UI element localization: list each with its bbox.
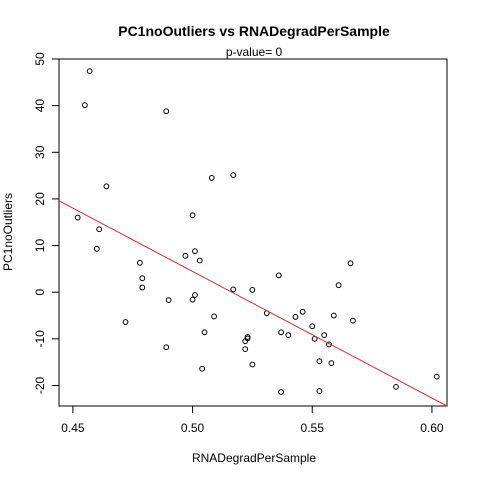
- data-point: [196, 257, 203, 264]
- data-point: [393, 383, 399, 390]
- data-point: [433, 373, 440, 380]
- data-point: [208, 175, 215, 181]
- data-point: [350, 317, 356, 324]
- chart-subtitle: p-value= 0: [226, 45, 283, 59]
- data-point: [163, 108, 170, 115]
- data-point: [139, 275, 146, 282]
- data-point: [242, 346, 249, 352]
- data-point: [103, 183, 110, 190]
- x-tick-label: 0.50: [181, 421, 205, 435]
- y-tick-label: 20: [33, 192, 47, 206]
- x-tick-label: 0.60: [420, 421, 444, 435]
- data-point: [86, 68, 93, 75]
- data-point: [230, 172, 237, 179]
- y-axis-label: PC1noOutliers: [1, 193, 15, 271]
- y-tick-label: -10: [33, 330, 47, 348]
- data-point: [249, 286, 256, 293]
- data-point: [230, 286, 237, 293]
- data-point: [278, 329, 285, 336]
- data-point: [189, 296, 196, 303]
- chart-title: PC1noOutliers vs RNADegradPerSample: [118, 23, 390, 39]
- data-point: [93, 245, 100, 252]
- y-tick-label: 30: [33, 145, 47, 159]
- data-point: [242, 338, 249, 345]
- data-point: [182, 252, 189, 259]
- data-point: [316, 388, 323, 394]
- data-point: [96, 226, 103, 233]
- y-tick-label: 0: [33, 289, 47, 296]
- x-tick-label: 0.45: [61, 421, 85, 435]
- data-point: [211, 313, 218, 320]
- y-tick-label: -20: [33, 376, 47, 394]
- x-tick-label: 0.55: [301, 421, 325, 435]
- data-point: [165, 297, 172, 304]
- data-point: [189, 212, 196, 219]
- regression-line: [58, 200, 448, 407]
- data-point: [278, 389, 285, 395]
- points-layer: [74, 68, 440, 395]
- data-point: [328, 360, 335, 366]
- data-point: [275, 272, 282, 279]
- data-point: [192, 248, 198, 255]
- data-point: [347, 260, 354, 267]
- data-point: [139, 284, 146, 291]
- data-point: [316, 358, 323, 365]
- data-point: [335, 282, 342, 289]
- data-point: [81, 102, 88, 109]
- data-point: [137, 259, 143, 266]
- plot-area-border: [58, 58, 448, 407]
- data-point: [163, 344, 170, 351]
- data-point: [122, 319, 129, 325]
- trend-layer: [58, 200, 448, 407]
- y-axis: -20 -10 0 10 20 30 40 50: [33, 52, 60, 394]
- y-tick-label: 40: [33, 99, 47, 113]
- y-tick-label: 10: [33, 239, 47, 253]
- data-point: [299, 308, 306, 315]
- data-point: [249, 361, 256, 368]
- data-point: [309, 323, 316, 330]
- data-point: [74, 214, 81, 221]
- data-point: [330, 312, 337, 319]
- data-point: [321, 332, 328, 339]
- data-point: [285, 332, 292, 339]
- y-tick-label: 50: [33, 52, 47, 66]
- data-point: [192, 292, 198, 298]
- data-point: [292, 314, 299, 320]
- data-point: [201, 329, 208, 336]
- x-axis-label: RNADegradPerSample: [192, 451, 316, 465]
- x-axis: 0.45 0.50 0.55 0.60: [61, 405, 444, 435]
- data-point: [199, 365, 206, 372]
